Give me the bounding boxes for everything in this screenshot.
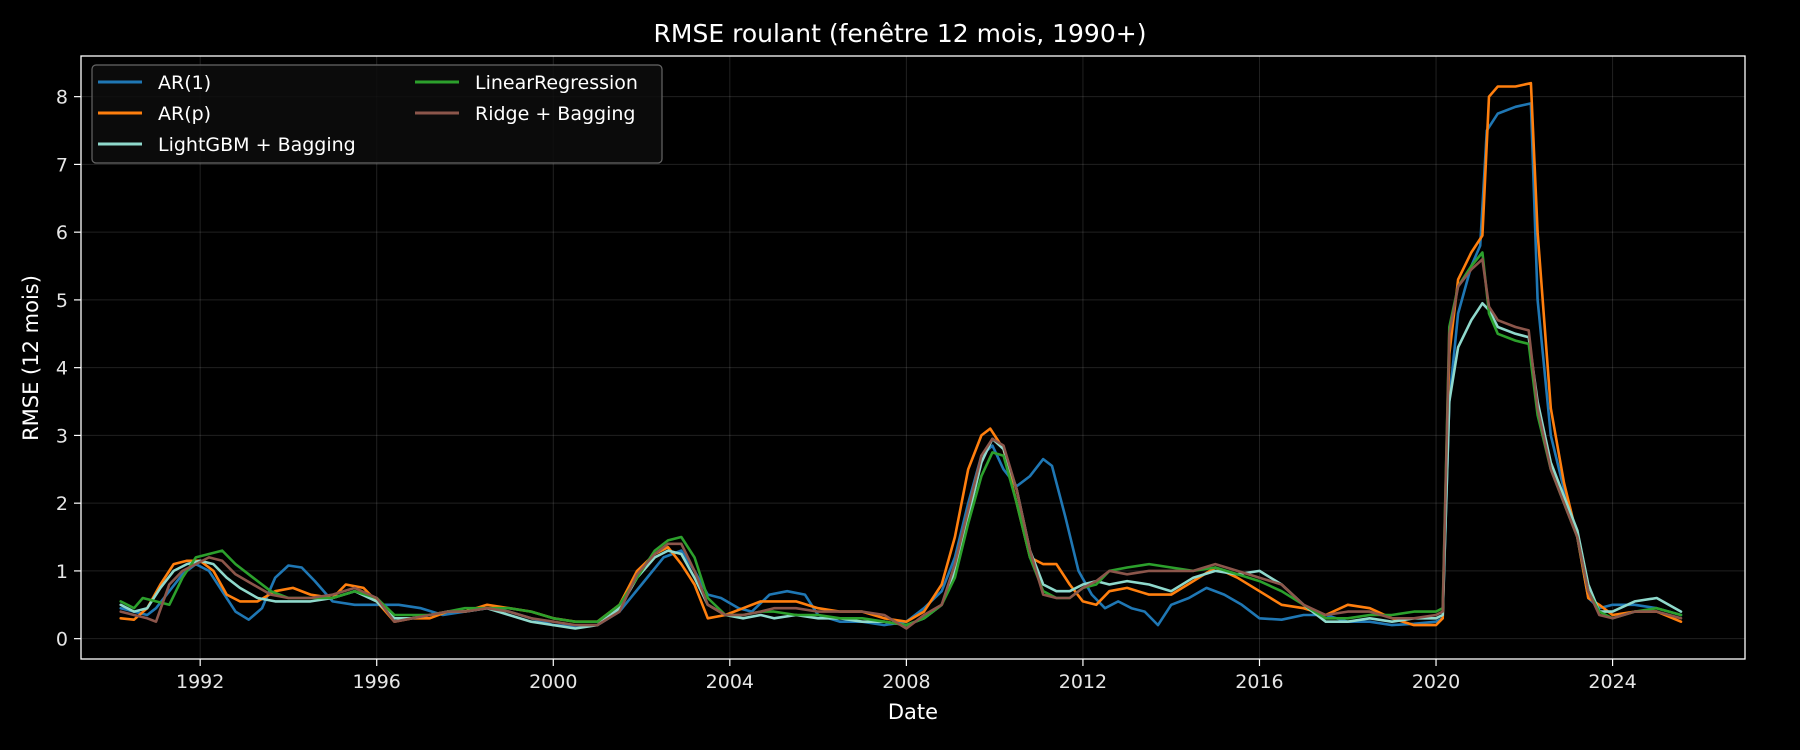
y-tick-label: 8 xyxy=(56,87,68,109)
y-tick-label: 3 xyxy=(56,425,68,447)
x-axis-title: Date xyxy=(888,700,938,724)
x-tick-label: 2000 xyxy=(529,671,577,693)
y-tick-label: 7 xyxy=(56,154,68,176)
legend-label: AR(p) xyxy=(158,103,211,125)
y-tick-label: 0 xyxy=(56,629,68,651)
series-lines xyxy=(119,81,1683,630)
legend-label: LinearRegression xyxy=(475,72,638,94)
legend: AR(1) AR(p) LightGBM + Bagging LinearRegres… xyxy=(91,64,663,164)
y-tick-label: 4 xyxy=(56,358,68,380)
legend-box xyxy=(91,64,663,164)
y-tick-label: 2 xyxy=(56,493,68,515)
y-axis-ticks: 0 1 2 3 4 5 6 7 8 xyxy=(56,87,81,651)
series-line-ar-1 xyxy=(119,102,1683,628)
x-tick-label: 2004 xyxy=(706,671,754,693)
legend-label: AR(1) xyxy=(158,72,211,94)
x-tick-label: 2016 xyxy=(1235,671,1283,693)
legend-label: Ridge + Bagging xyxy=(475,103,635,125)
x-tick-label: 2012 xyxy=(1059,671,1107,693)
legend-label: LightGBM + Bagging xyxy=(158,134,356,156)
y-tick-label: 1 xyxy=(56,561,68,583)
y-tick-label: 5 xyxy=(56,290,68,312)
series-line-ar-p xyxy=(119,81,1683,627)
chart-title: RMSE roulant (fenêtre 12 mois, 1990+) xyxy=(654,19,1147,48)
y-axis-title: RMSE (12 mois) xyxy=(19,275,43,441)
x-tick-label: 1996 xyxy=(353,671,401,693)
x-tick-label: 2008 xyxy=(882,671,930,693)
x-tick-label: 1992 xyxy=(176,671,224,693)
x-tick-label: 2024 xyxy=(1588,671,1636,693)
y-tick-label: 6 xyxy=(56,222,68,244)
series-line-ridge-bagging xyxy=(119,258,1683,630)
plot-frame xyxy=(80,55,1746,660)
x-tick-label: 2020 xyxy=(1412,671,1460,693)
x-axis-ticks: 1992 1996 2000 2004 2008 2012 2016 2020 2024 xyxy=(176,659,1637,693)
